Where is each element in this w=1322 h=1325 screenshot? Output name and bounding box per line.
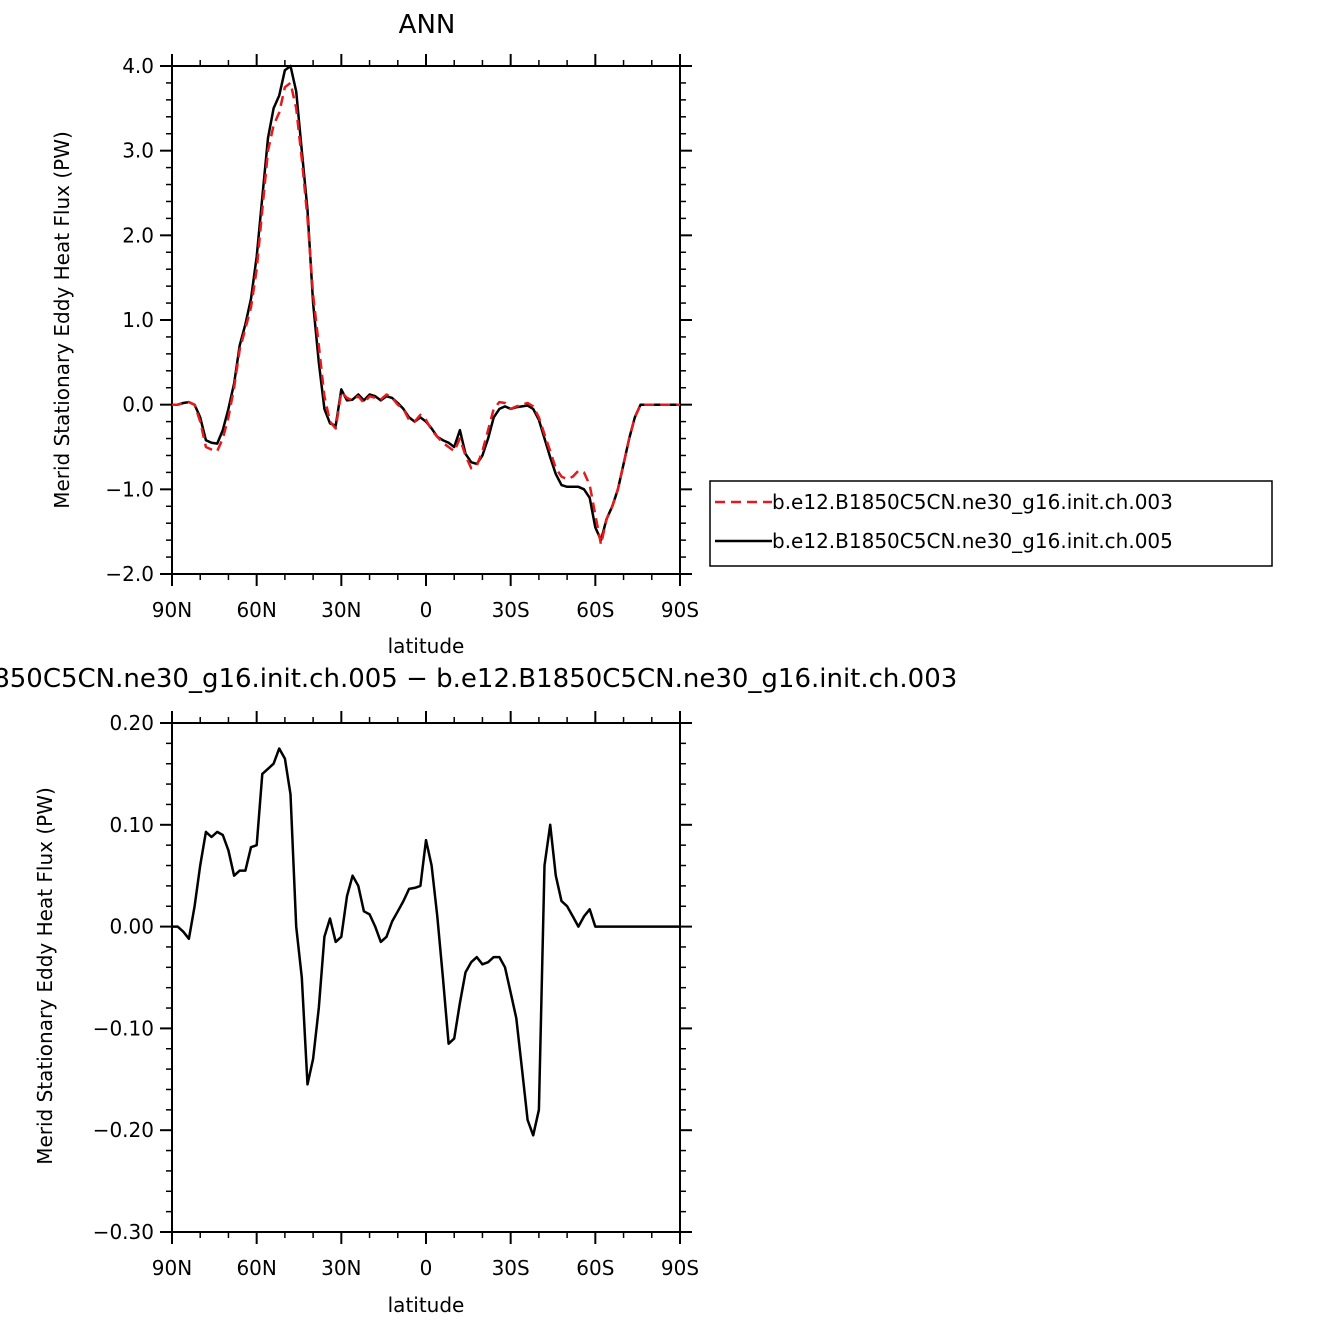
top-xtick-label: 60N (236, 598, 276, 622)
top-x-axis: 90N 60N 30N 0 30S 60S 90S (152, 54, 699, 622)
top-series-line-0 (172, 81, 680, 546)
bottom-x-axis-label: latitude (388, 1293, 465, 1317)
top-xtick-label: 30S (492, 598, 530, 622)
top-xtick-label: 0 (420, 598, 433, 622)
top-panel: ANN −2.0 −1.0 0.0 1.0 2.0 3.0 4.0 90N 60N 30N 0 30… (50, 10, 699, 658)
legend: b.e12.B1850C5CN.ne30_g16.init.ch.003 b.e… (709, 480, 1273, 567)
bottom-series-line-0 (172, 747, 680, 1137)
bottom-x-axis: 90N 60N 30N 0 30S 60S 90S (152, 711, 699, 1280)
bottom-ytick-label: −0.10 (93, 1016, 154, 1040)
bottom-xtick-label: 60N (236, 1256, 276, 1280)
bottom-ytick-label: 0.10 (109, 813, 154, 837)
top-xtick-label: 60S (576, 598, 614, 622)
bottom-panel: b.e12.B1850C5CN.ne30_g16.init.ch.005 − b… (0, 664, 957, 1317)
top-chart-title: ANN (399, 10, 456, 40)
bottom-ytick-label: 0.20 (109, 711, 154, 735)
top-ytick-label: −2.0 (105, 562, 154, 586)
bottom-ytick-label: −0.30 (93, 1220, 154, 1244)
top-series-line-1 (172, 64, 680, 542)
top-ytick-label: 3.0 (122, 139, 154, 163)
top-series-group (172, 64, 680, 546)
top-ytick-label: 0.0 (122, 393, 154, 417)
legend-label-005: b.e12.B1850C5CN.ne30_g16.init.ch.005 (772, 529, 1173, 553)
bottom-ytick-label: −0.20 (93, 1118, 154, 1142)
bottom-xtick-label: 30S (492, 1256, 530, 1280)
top-xtick-label: 90S (661, 598, 699, 622)
legend-label-003: b.e12.B1850C5CN.ne30_g16.init.ch.003 (772, 490, 1173, 514)
bottom-xtick-label: 90N (152, 1256, 192, 1280)
bottom-y-axis: −0.30 −0.20 −0.10 0.00 0.10 0.20 (93, 711, 692, 1244)
top-y-axis-label: Merid Stationary Eddy Heat Flux (PW) (50, 131, 74, 509)
bottom-series-group (172, 747, 680, 1137)
top-xtick-label: 30N (321, 598, 361, 622)
bottom-xtick-label: 0 (420, 1256, 433, 1280)
top-ytick-label: 1.0 (122, 308, 154, 332)
top-y-axis: −2.0 −1.0 0.0 1.0 2.0 3.0 4.0 (105, 54, 692, 586)
bottom-chart-title: b.e12.B1850C5CN.ne30_g16.init.ch.005 − b… (0, 664, 957, 694)
bottom-xtick-label: 90S (661, 1256, 699, 1280)
bottom-y-axis-label: Merid Stationary Eddy Heat Flux (PW) (33, 787, 57, 1165)
bottom-ytick-label: 0.00 (109, 915, 154, 939)
legend-box (709, 480, 1273, 567)
bottom-xtick-label: 60S (576, 1256, 614, 1280)
bottom-xtick-label: 30N (321, 1256, 361, 1280)
top-ytick-label: 4.0 (122, 54, 154, 78)
top-xtick-label: 90N (152, 598, 192, 622)
bottom-plot-frame (171, 722, 681, 1233)
top-x-axis-label: latitude (388, 634, 465, 658)
top-ytick-label: −1.0 (105, 477, 154, 501)
top-ytick-label: 2.0 (122, 223, 154, 247)
